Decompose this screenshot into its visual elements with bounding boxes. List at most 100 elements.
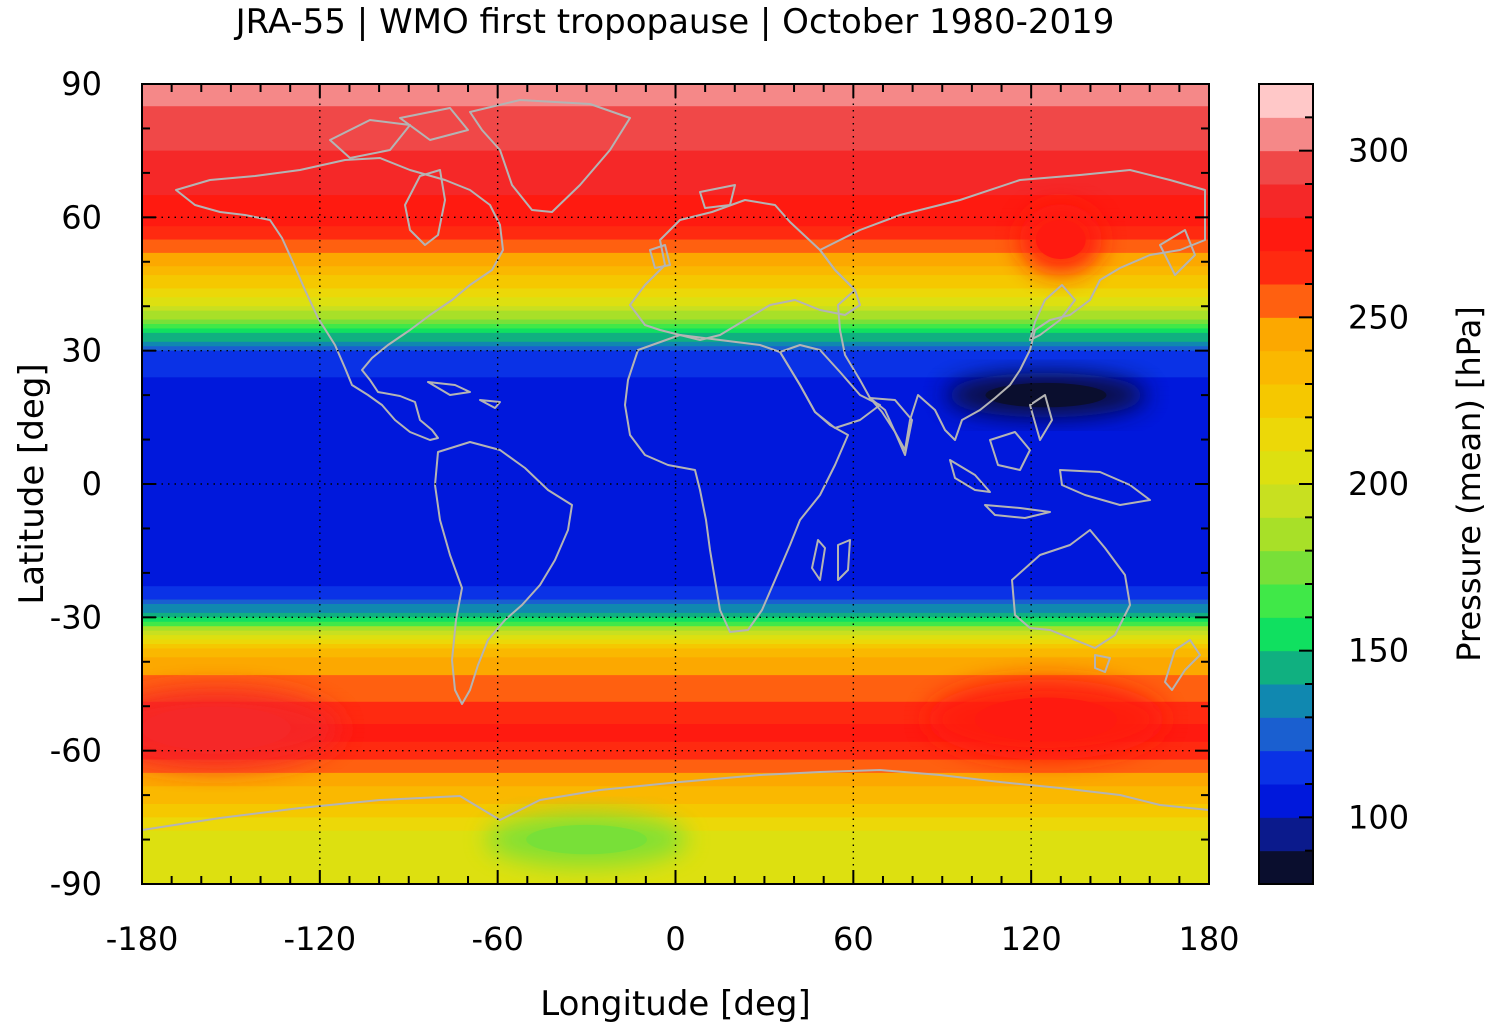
pressure-band [142,786,1209,792]
colorbar-swatch [1259,550,1313,585]
pressure-band [142,444,1209,450]
pressure-band [142,572,1209,578]
colorbar-tick-label: 200 [1348,465,1409,503]
pressure-band [142,688,1209,694]
colorbar-swatch [1259,717,1313,752]
grid-lines [142,84,1209,884]
colorbar-label: Pressure (mean) [hPa] [1450,306,1488,662]
pressure-band [142,741,1209,747]
pressure-band [142,395,1209,401]
x-tick-label: 60 [833,920,874,958]
pressure-band [142,275,1209,281]
pressure-band [142,644,1209,650]
y-tick-label: -30 [50,598,102,636]
pressure-band [142,252,1209,258]
pressure-band [142,657,1209,663]
pressure-band [142,97,1209,103]
colorbar-swatch [1259,684,1313,718]
pressure-band [142,319,1209,325]
colorbar-swatch [1259,184,1313,218]
y-tick-label: -60 [50,732,102,770]
pressure-band [142,781,1209,787]
y-tick-label: 60 [61,198,102,236]
pressure-band [142,372,1209,378]
pressure-band [142,701,1209,707]
pressure-band [142,106,1209,112]
pressure-band [142,457,1209,463]
colorbar-tick-label: 250 [1348,298,1409,336]
pressure-band [142,292,1209,298]
pressure-band [142,235,1209,241]
pressure-band [142,364,1209,370]
pressure-band [142,759,1209,765]
pressure-band [142,390,1209,396]
pressure-band [142,230,1209,236]
pressure-band [142,626,1209,632]
x-tick-label: -180 [106,920,179,958]
pressure-band [142,750,1209,756]
pressure-band [142,359,1209,365]
colorbar-swatch [1259,284,1313,318]
pressure-band [142,484,1209,490]
pressure-band [142,470,1209,476]
colorbar-swatch [1259,150,1313,185]
colorbar-swatch [1259,650,1313,685]
x-tick-label: 120 [1001,920,1062,958]
pressure-band [142,177,1209,183]
pressure-band [142,866,1209,872]
pressure-band [142,110,1209,116]
colorbar-swatch [1259,84,1313,118]
pressure-band [142,724,1209,730]
pressure-band [142,310,1209,316]
colorbar-swatch [1259,250,1313,285]
x-axis-label: Longitude [deg] [540,984,811,1024]
x-tick-label: -60 [472,920,524,958]
pressure-band [142,488,1209,494]
pressure-band [142,155,1209,161]
pressure-band [142,421,1209,427]
pressure-band [142,532,1209,538]
pressure-band [142,555,1209,561]
colorbar-swatch [1259,750,1313,785]
pressure-band [142,119,1209,125]
pressure-band [142,386,1209,392]
pressure-band [142,315,1209,321]
pressure-band [142,768,1209,774]
x-tick-label: -120 [284,920,357,958]
pressure-band [142,546,1209,552]
pressure-band [142,812,1209,818]
pressure-band [142,617,1209,623]
pressure-band [142,377,1209,383]
pressure-band [142,417,1209,423]
pressure-band [142,568,1209,574]
pressure-band [142,150,1209,156]
pressure-band [142,857,1209,863]
pressure-band [142,564,1209,570]
pressure-band [142,399,1209,405]
pressure-band [142,435,1209,441]
pressure-band [142,404,1209,410]
pressure-anomaly-core [974,697,1118,742]
colorbar-swatch [1259,850,1313,885]
y-tick-label: 30 [61,332,102,370]
pressure-band [142,288,1209,294]
pressure-band [142,346,1209,352]
y-tick-label: 90 [61,65,102,103]
coastlines [142,99,1209,831]
colorbar-swatch [1259,217,1313,252]
pressure-band [142,528,1209,534]
y-tick-label: 0 [82,465,102,503]
pressure-band [142,697,1209,703]
pressure-band [142,599,1209,605]
x-axis: -180 -120 -60 0 60 120 180 [106,920,1240,958]
colorbar-swatch [1259,784,1313,818]
pressure-band [142,661,1209,667]
pressure-band [142,541,1209,547]
colorbar-swatch [1259,417,1313,452]
colorbar-swatch [1259,584,1313,618]
y-tick-label: -90 [50,865,102,903]
pressure-band [142,821,1209,827]
pressure-band [142,190,1209,196]
pressure-band [142,586,1209,592]
